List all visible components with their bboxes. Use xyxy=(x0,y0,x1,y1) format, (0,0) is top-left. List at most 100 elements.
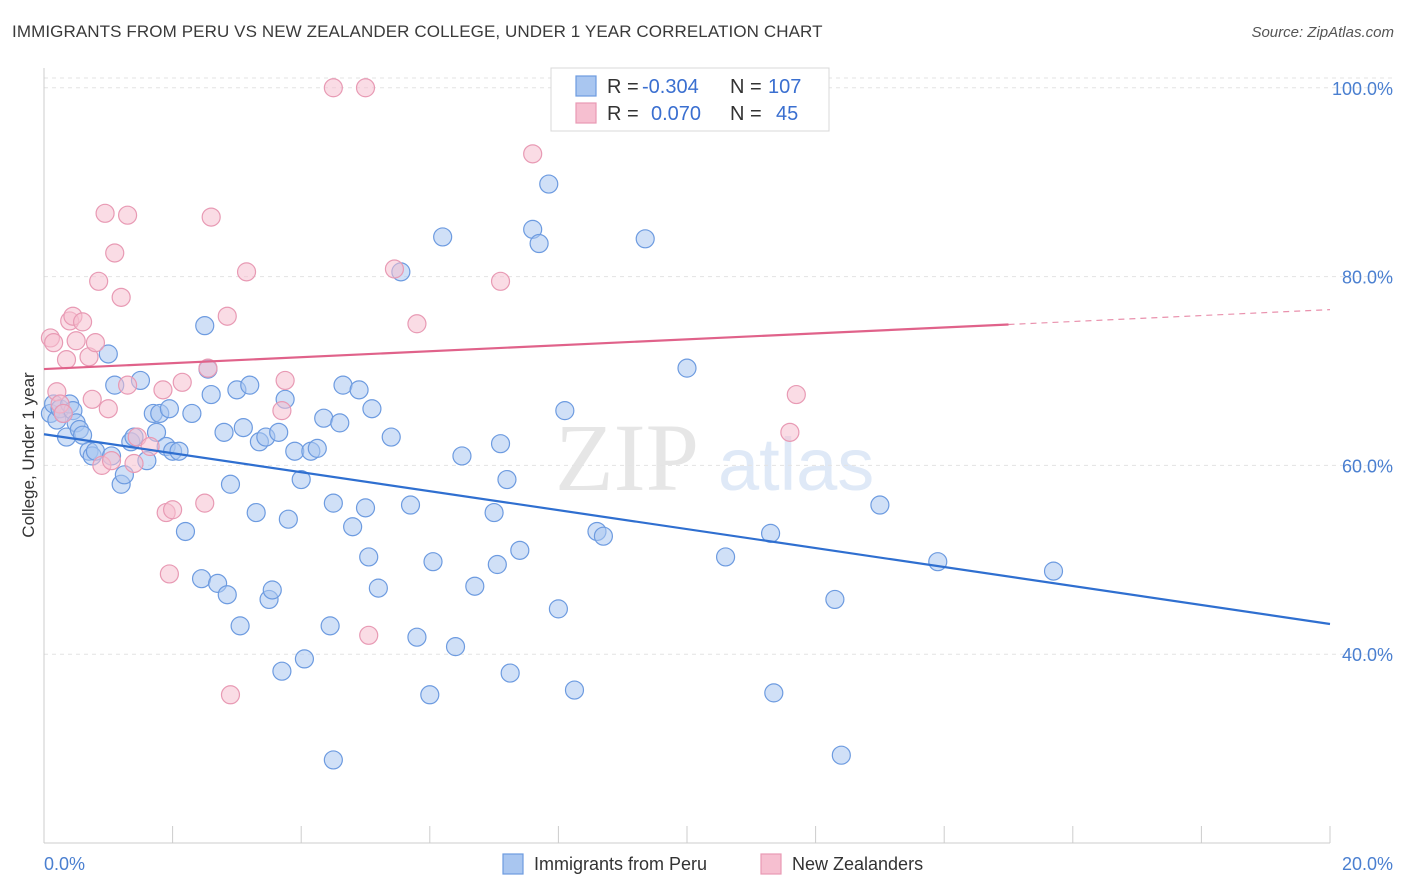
watermark-zip: ZIP xyxy=(555,404,699,511)
data-point-blue xyxy=(169,441,189,461)
data-point-blue xyxy=(500,663,520,683)
data-point-blue xyxy=(343,517,363,537)
data-point-blue xyxy=(323,750,343,770)
data-point-blue xyxy=(677,358,697,378)
data-point-blue xyxy=(400,495,421,515)
data-point-blue xyxy=(548,599,569,619)
grid-lines xyxy=(44,77,1392,655)
data-point-blue xyxy=(825,589,845,610)
data-point-blue xyxy=(510,540,530,560)
chart-title: IMMIGRANTS FROM PERU VS NEW ZEALANDER CO… xyxy=(12,22,823,41)
legend-r-label-2: R = xyxy=(607,103,639,125)
data-point-pink xyxy=(195,493,215,513)
data-point-blue xyxy=(359,547,379,567)
data-point-blue xyxy=(333,375,353,395)
data-point-blue xyxy=(272,661,292,681)
data-point-blue xyxy=(330,413,350,433)
data-point-blue xyxy=(220,474,241,494)
data-point-blue xyxy=(355,498,376,518)
data-point-blue xyxy=(182,403,202,424)
data-point-blue xyxy=(635,229,655,249)
data-point-pink xyxy=(127,427,147,447)
data-point-pink xyxy=(323,78,343,98)
data-point-blue xyxy=(269,422,289,442)
data-point-blue xyxy=(240,375,260,395)
data-point-pink xyxy=(201,207,221,227)
data-point-blue xyxy=(175,521,196,542)
data-point-pink xyxy=(85,333,106,353)
data-point-pink xyxy=(355,78,376,98)
data-point-blue xyxy=(278,509,298,529)
data-point-blue xyxy=(320,616,340,636)
data-point-blue xyxy=(433,227,453,247)
data-point-pink xyxy=(198,358,218,378)
data-point-pink xyxy=(275,370,295,391)
axes xyxy=(43,68,1331,844)
data-point-blue xyxy=(98,344,118,364)
data-point-blue xyxy=(323,493,343,513)
data-point-pink xyxy=(105,243,125,263)
legend-r-value-1: -0.304 xyxy=(642,76,699,98)
data-point-pink xyxy=(124,453,144,474)
y-tick-label: 80.0% xyxy=(1342,268,1393,288)
data-point-pink xyxy=(163,500,183,520)
data-point-blue xyxy=(555,401,575,421)
tick-labels: 40.0% 60.0% 80.0% 100.0% 0.0% 20.0% xyxy=(44,79,1393,874)
trend-line-extension-pink xyxy=(1008,309,1331,326)
data-point-blue xyxy=(217,585,237,605)
data-point-pink xyxy=(780,422,800,442)
data-point-pink xyxy=(153,380,173,400)
data-point-blue xyxy=(1043,561,1064,581)
data-point-blue xyxy=(381,427,401,447)
bottom-legend-swatch-blue xyxy=(502,853,524,875)
data-point-blue xyxy=(593,526,614,546)
trend-line-pink xyxy=(43,323,1009,371)
data-point-blue xyxy=(423,552,443,572)
data-point-pink xyxy=(384,259,405,279)
data-point-blue xyxy=(230,616,250,636)
data-point-blue xyxy=(465,576,485,596)
y-tick-label: 60.0% xyxy=(1342,456,1393,476)
y-axis-title: College, Under 1 year xyxy=(19,372,38,538)
bottom-legend-label-blue: Immigrants from Peru xyxy=(534,854,707,874)
data-point-pink xyxy=(272,401,292,421)
data-point-pink xyxy=(95,203,115,223)
data-point-pink xyxy=(159,564,179,584)
x-tick-label: 20.0% xyxy=(1342,854,1393,874)
data-point-pink xyxy=(101,451,122,471)
data-point-pink xyxy=(89,271,109,291)
data-point-blue xyxy=(529,233,549,254)
data-point-pink xyxy=(44,333,64,353)
y-tick-label: 40.0% xyxy=(1342,645,1393,665)
legend-n-value-2: 45 xyxy=(776,103,798,125)
data-point-blue xyxy=(831,745,851,765)
data-point-blue xyxy=(159,399,179,419)
x-tick-label: 0.0% xyxy=(44,854,85,874)
series-legend: Immigrants from Peru New Zealanders xyxy=(502,853,923,875)
data-point-blue xyxy=(291,469,311,490)
data-point-pink xyxy=(490,271,511,291)
data-point-blue xyxy=(484,502,504,523)
data-point-pink xyxy=(786,384,806,405)
data-point-blue xyxy=(445,637,466,657)
data-point-blue xyxy=(294,649,315,669)
correlation-legend: R = -0.304 N = 107 R = 0.070 N = 45 xyxy=(550,67,830,132)
data-point-blue xyxy=(214,422,234,442)
data-point-pink xyxy=(117,205,138,225)
y-tick-label: 100.0% xyxy=(1332,79,1393,99)
data-point-pink xyxy=(359,625,379,645)
data-point-pink xyxy=(66,331,86,351)
legend-r-label-1: R = xyxy=(607,76,639,98)
data-point-blue xyxy=(201,384,221,405)
data-point-blue xyxy=(195,316,215,336)
data-point-pink xyxy=(220,685,241,705)
source-credit: Source: ZipAtlas.com xyxy=(1251,24,1394,41)
data-point-pink xyxy=(236,262,257,282)
data-points xyxy=(40,78,1064,770)
data-point-blue xyxy=(307,438,327,458)
data-point-blue xyxy=(407,627,427,647)
data-point-pink xyxy=(523,144,543,164)
data-point-pink xyxy=(72,312,93,332)
trend-line-blue xyxy=(43,433,1331,626)
